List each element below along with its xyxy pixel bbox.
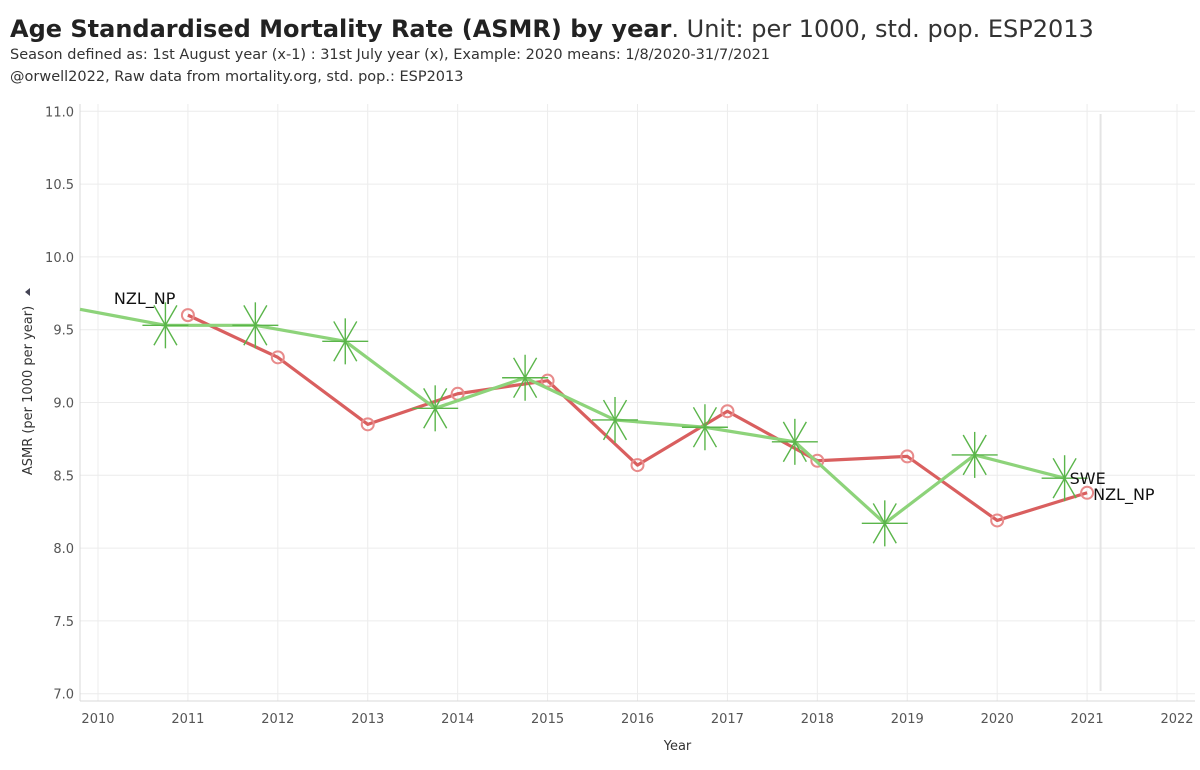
sort-icon — [25, 288, 30, 296]
data-point-swe — [322, 318, 369, 365]
data-point-nzl — [360, 417, 375, 432]
data-point-nzl — [720, 404, 735, 419]
y-tick-label: 9.5 — [53, 324, 74, 339]
series-line-swe — [79, 307, 1066, 525]
chart-title-unit: . Unit: per 1000, std. pop. ESP2013 — [671, 15, 1094, 43]
x-tick-label: 2015 — [531, 712, 564, 727]
x-tick-label: 2021 — [1071, 712, 1104, 727]
x-tick-label: 2020 — [981, 712, 1014, 727]
y-tick-label: 10.5 — [45, 178, 74, 193]
x-tick-label: 2010 — [81, 712, 114, 727]
y-axis-title: ASMR (per 1000 per year) — [21, 306, 36, 475]
label-nzl-end: NZL_NP — [1093, 485, 1155, 505]
x-tick-label: 2017 — [711, 712, 744, 727]
chart-header: Age Standardised Mortality Rate (ASMR) b… — [10, 14, 1094, 88]
data-point-swe — [681, 404, 728, 451]
label-nzl-start: NZL_NP — [114, 289, 176, 309]
y-tick-label: 8.5 — [53, 469, 74, 484]
data-point-nzl — [900, 449, 915, 464]
data-point-swe — [502, 354, 549, 401]
chart-subtitle-source: @orwell2022, Raw data from mortality.org… — [10, 69, 464, 85]
x-tick-label: 2013 — [351, 712, 384, 727]
x-tick-label: 2011 — [171, 712, 204, 727]
y-tick-label: 7.5 — [53, 615, 74, 630]
label-swe-end: SWE — [1070, 469, 1106, 488]
y-tick-label: 10.0 — [45, 251, 74, 266]
data-point-nzl — [180, 308, 195, 323]
data-point-nzl — [630, 458, 645, 473]
x-tick-label: 2018 — [801, 712, 834, 727]
data-point-nzl — [270, 350, 285, 365]
y-tick-label: 8.0 — [53, 542, 74, 557]
data-point-swe — [861, 500, 908, 547]
axes: 7.0 7.5 8.0 8.5 9.0 9.5 10.0 10.5 11.0 2010 2011 20… — [21, 104, 1195, 754]
y-tick-label: 9.0 — [53, 397, 74, 412]
x-tick-label: 2022 — [1160, 712, 1193, 727]
x-tick-label: 2016 — [621, 712, 654, 727]
data-point-nzl — [810, 453, 825, 468]
x-tick-label: 2012 — [261, 712, 294, 727]
grid — [80, 104, 1195, 701]
series-line-nzl_np — [187, 313, 1088, 523]
chart-title-main: Age Standardised Mortality Rate (ASMR) b… — [10, 15, 672, 43]
x-axis-title: Year — [663, 739, 692, 754]
data-point-nzl — [1080, 485, 1095, 500]
data-point-swe — [771, 418, 818, 465]
data-point-swe — [232, 302, 279, 349]
chart-title: Age Standardised Mortality Rate (ASMR) b… — [10, 14, 1094, 44]
data-point-swe — [592, 396, 639, 443]
data-point-swe — [142, 302, 189, 349]
x-tick-label: 2019 — [891, 712, 924, 727]
data-point-nzl — [990, 513, 1005, 528]
y-tick-label: 11.0 — [45, 105, 74, 120]
data-point-swe — [412, 385, 459, 432]
chart-subtitle-season: Season defined as: 1st August year (x-1)… — [10, 47, 771, 63]
y-tick-label: 7.0 — [53, 688, 74, 703]
data-point-swe — [951, 431, 998, 478]
x-tick-label: 2014 — [441, 712, 474, 727]
series — [79, 302, 1095, 547]
data-point-swe — [1041, 455, 1088, 502]
